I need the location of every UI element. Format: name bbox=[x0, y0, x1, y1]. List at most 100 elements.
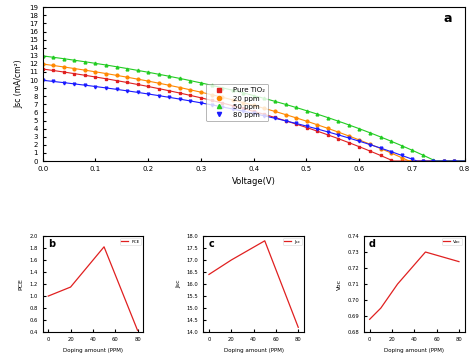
50 ppm bbox=[82, 60, 88, 64]
20 ppm bbox=[219, 95, 225, 99]
50 ppm bbox=[272, 99, 278, 104]
X-axis label: Doping amount (PPM): Doping amount (PPM) bbox=[63, 348, 123, 353]
50 ppm bbox=[378, 135, 383, 139]
Pure TiO₂ bbox=[240, 106, 246, 111]
Y-axis label: PCE: PCE bbox=[19, 278, 24, 290]
Pure TiO₂ bbox=[293, 122, 299, 126]
Pure TiO₂ bbox=[40, 67, 46, 71]
Pure TiO₂ bbox=[356, 145, 362, 149]
20 ppm bbox=[92, 70, 98, 74]
20 ppm bbox=[441, 159, 447, 163]
80 ppm bbox=[156, 93, 162, 98]
Pure TiO₂ bbox=[114, 78, 119, 83]
50 ppm bbox=[251, 93, 257, 98]
20 ppm bbox=[388, 151, 394, 155]
50 ppm bbox=[135, 68, 141, 73]
Line: Pure TiO₂: Pure TiO₂ bbox=[41, 68, 456, 162]
80 ppm bbox=[378, 146, 383, 150]
Pure TiO₂ bbox=[135, 82, 141, 87]
80 ppm bbox=[272, 116, 278, 121]
50 ppm bbox=[72, 58, 77, 62]
Pure TiO₂ bbox=[346, 140, 352, 145]
50 ppm bbox=[219, 86, 225, 90]
50 ppm bbox=[420, 153, 426, 157]
80 ppm bbox=[367, 142, 373, 147]
80 ppm bbox=[219, 105, 225, 109]
Pure TiO₂ bbox=[92, 75, 98, 79]
Pure TiO₂ bbox=[399, 159, 404, 163]
Pure TiO₂ bbox=[336, 136, 341, 141]
80 ppm bbox=[336, 133, 341, 137]
80 ppm bbox=[430, 159, 436, 163]
Pure TiO₂ bbox=[420, 159, 426, 163]
20 ppm bbox=[82, 68, 88, 72]
20 ppm bbox=[314, 122, 320, 127]
80 ppm bbox=[135, 90, 141, 95]
Pure TiO₂ bbox=[188, 93, 193, 97]
Pure TiO₂ bbox=[325, 132, 331, 137]
80 ppm bbox=[441, 159, 447, 163]
20 ppm bbox=[114, 73, 119, 78]
20 ppm bbox=[103, 71, 109, 76]
Line: 80 ppm: 80 ppm bbox=[41, 79, 456, 162]
20 ppm bbox=[399, 156, 404, 160]
Pure TiO₂ bbox=[103, 77, 109, 81]
50 ppm bbox=[92, 61, 98, 65]
20 ppm bbox=[420, 159, 426, 163]
Text: b: b bbox=[48, 239, 55, 249]
Pure TiO₂ bbox=[304, 125, 310, 130]
80 ppm bbox=[188, 99, 193, 103]
Y-axis label: Voc: Voc bbox=[337, 278, 342, 290]
50 ppm bbox=[356, 127, 362, 131]
20 ppm bbox=[356, 138, 362, 142]
Pure TiO₂ bbox=[367, 149, 373, 153]
20 ppm bbox=[325, 126, 331, 131]
50 ppm bbox=[441, 159, 447, 163]
50 ppm bbox=[114, 65, 119, 69]
20 ppm bbox=[367, 142, 373, 146]
20 ppm bbox=[177, 85, 183, 90]
Pure TiO₂ bbox=[156, 86, 162, 91]
50 ppm bbox=[314, 112, 320, 116]
20 ppm bbox=[72, 66, 77, 71]
50 ppm bbox=[325, 116, 331, 120]
20 ppm bbox=[209, 92, 214, 97]
Pure TiO₂ bbox=[146, 84, 151, 89]
50 ppm bbox=[209, 83, 214, 87]
Line: 20 ppm: 20 ppm bbox=[41, 62, 456, 162]
Pure TiO₂ bbox=[262, 112, 267, 117]
50 ppm bbox=[177, 76, 183, 81]
80 ppm bbox=[114, 87, 119, 91]
50 ppm bbox=[430, 158, 436, 162]
20 ppm bbox=[124, 75, 130, 79]
20 ppm bbox=[188, 88, 193, 92]
20 ppm bbox=[293, 116, 299, 120]
X-axis label: Voltage(V): Voltage(V) bbox=[232, 178, 275, 186]
20 ppm bbox=[262, 106, 267, 110]
20 ppm bbox=[166, 83, 172, 87]
50 ppm bbox=[336, 119, 341, 123]
80 ppm bbox=[82, 83, 88, 87]
50 ppm bbox=[230, 88, 236, 92]
Pure TiO₂ bbox=[378, 153, 383, 158]
50 ppm bbox=[146, 70, 151, 74]
20 ppm bbox=[304, 119, 310, 123]
50 ppm bbox=[346, 123, 352, 127]
20 ppm bbox=[50, 63, 56, 68]
X-axis label: Doping amount (PPM): Doping amount (PPM) bbox=[384, 348, 444, 353]
80 ppm bbox=[304, 124, 310, 128]
50 ppm bbox=[410, 148, 415, 152]
Pure TiO₂ bbox=[219, 101, 225, 105]
80 ppm bbox=[410, 157, 415, 161]
Pure TiO₂ bbox=[230, 104, 236, 108]
20 ppm bbox=[251, 103, 257, 108]
20 ppm bbox=[230, 98, 236, 102]
50 ppm bbox=[40, 54, 46, 58]
50 ppm bbox=[283, 102, 288, 106]
50 ppm bbox=[103, 63, 109, 67]
20 ppm bbox=[61, 65, 67, 69]
Legend: PCE: PCE bbox=[119, 238, 141, 245]
20 ppm bbox=[156, 81, 162, 85]
50 ppm bbox=[188, 78, 193, 83]
X-axis label: Doping amount (PPM): Doping amount (PPM) bbox=[224, 348, 283, 353]
